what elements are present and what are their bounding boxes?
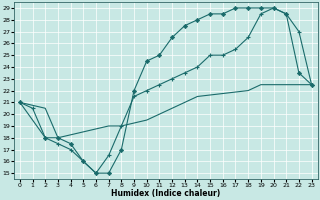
X-axis label: Humidex (Indice chaleur): Humidex (Indice chaleur) <box>111 189 220 198</box>
